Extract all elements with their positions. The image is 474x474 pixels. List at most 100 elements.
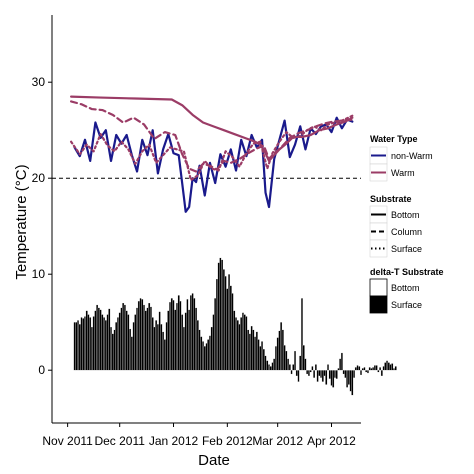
delta-t-bar [212, 314, 215, 371]
delta-t-bar [281, 329, 284, 371]
delta-t-bar [337, 368, 340, 371]
delta-t-bar [314, 364, 317, 371]
legend-label-non-warm: non-Warm [391, 151, 433, 161]
delta-t-bar [134, 314, 137, 371]
delta-t-bar [346, 370, 349, 388]
delta-t-bar [325, 370, 328, 385]
delta-t-bar [200, 336, 203, 371]
delta-t-bar [156, 323, 159, 371]
delta-t-bar [77, 320, 80, 371]
delta-t-bar [127, 314, 130, 371]
delta-t-bar [165, 322, 168, 371]
delta-t-bar [375, 365, 378, 371]
delta-t-bar [226, 288, 229, 371]
delta-t-bar [349, 370, 352, 392]
delta-t-bar [240, 317, 243, 371]
delta-t-bar [111, 333, 114, 371]
delta-t-bar [155, 320, 158, 371]
delta-t-bar [339, 358, 342, 371]
delta-t-bar [123, 304, 126, 371]
legend: Water Type non-Warm Warm Substrate Botto… [369, 134, 444, 314]
series-line-non-warm-bottom [73, 116, 354, 213]
delta-t-bar [174, 309, 177, 371]
legend-water-type-title: Water Type [370, 134, 418, 144]
delta-t-bar [387, 362, 390, 371]
delta-t-bar [136, 307, 139, 371]
delta-t-bar [294, 350, 297, 371]
delta-t-bar [214, 298, 217, 371]
delta-t-bar [97, 307, 100, 371]
delta-t-bar [356, 365, 359, 371]
delta-t-bar [365, 370, 368, 373]
delta-t-bar [304, 358, 307, 371]
delta-t-bar [89, 317, 92, 371]
delta-t-bar [318, 370, 321, 377]
delta-t-bar [208, 335, 211, 371]
delta-t-bar [271, 362, 274, 371]
delta-t-bar [394, 366, 397, 371]
delta-t-bar [149, 306, 152, 371]
delta-t-bar [335, 370, 338, 379]
delta-t-bar [392, 368, 395, 371]
delta-t-bar [110, 326, 113, 371]
legend-substrate-title: Substrate [370, 194, 412, 204]
delta-t-bar [103, 317, 106, 371]
delta-t-bar [106, 314, 109, 371]
delta-t-bar [118, 312, 121, 371]
legend-key-delta-surface [369, 295, 388, 314]
x-tick-label: Nov 2011 [42, 434, 93, 448]
x-axis-title: Date [198, 452, 230, 469]
delta-t-bar [377, 370, 380, 373]
delta-t-bar [115, 322, 118, 371]
delta-t-bar [202, 341, 205, 371]
delta-t-bar [264, 355, 267, 371]
delta-t-bar [347, 370, 350, 385]
delta-t-bar [288, 364, 291, 371]
delta-t-bar [172, 299, 175, 371]
legend-key-warm [369, 163, 388, 182]
delta-t-bar [250, 325, 253, 371]
delta-t-bar [94, 310, 97, 371]
delta-t-bar [313, 370, 316, 379]
delta-t-bar [210, 326, 213, 371]
delta-t-bar [333, 370, 336, 379]
delta-t-bar [342, 370, 345, 375]
delta-t-bar [113, 329, 116, 371]
delta-t-bar [120, 307, 123, 371]
delta-t-bar [101, 314, 104, 371]
delta-t-bar [181, 314, 184, 371]
delta-t-bar [290, 370, 293, 375]
delta-t-bar [299, 355, 302, 371]
delta-t-bar [141, 299, 144, 371]
delta-t-bar [302, 345, 305, 371]
delta-t-bar [373, 365, 376, 371]
delta-t-bar [311, 366, 314, 371]
delta-t-bar [83, 316, 86, 371]
x-tick-label: Dec 2011 [94, 434, 145, 448]
delta-t-bar [321, 370, 324, 382]
legend-label-column: Column [391, 227, 422, 237]
delta-t-bar [195, 307, 198, 371]
x-tick-label: Mar 2012 [252, 434, 303, 448]
delta-t-bar [259, 346, 262, 371]
delta-t-bar [252, 329, 255, 371]
delta-t-bar [125, 310, 128, 371]
x-tick-label: Jan 2012 [149, 434, 199, 448]
delta-t-bar [235, 317, 238, 371]
delta-t-bar [285, 350, 288, 371]
legend-key-delta-bottom [369, 278, 388, 297]
delta-t-bar [257, 339, 260, 371]
delta-t-bar [273, 358, 276, 371]
delta-t-bar [340, 352, 343, 371]
delta-t-bar [177, 295, 180, 371]
delta-t-bar [380, 370, 383, 377]
delta-t-bar [327, 364, 330, 371]
delta-t-bar [254, 336, 257, 371]
delta-t-bar [99, 309, 102, 371]
delta-t-bar [241, 312, 244, 371]
delta-t-bar [82, 318, 85, 371]
delta-t-bar [129, 328, 132, 371]
delta-t-bar [368, 367, 371, 371]
delta-t-bar [330, 370, 333, 386]
delta-t-bar [243, 314, 246, 371]
